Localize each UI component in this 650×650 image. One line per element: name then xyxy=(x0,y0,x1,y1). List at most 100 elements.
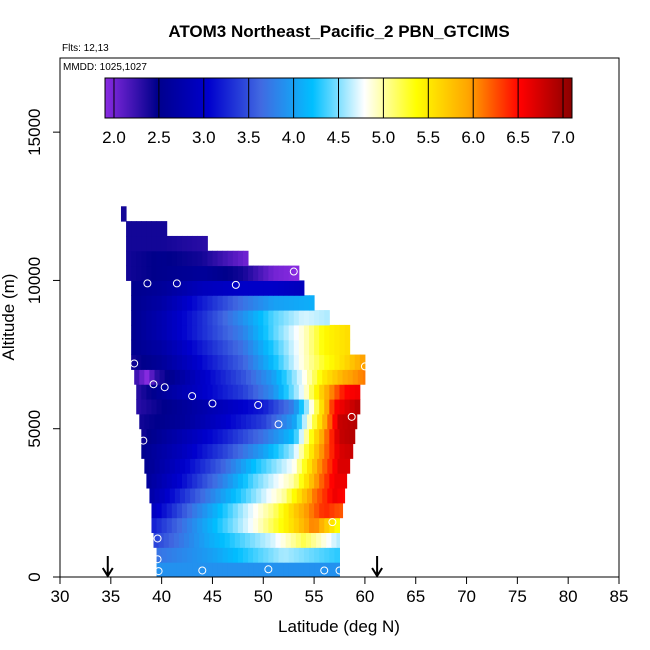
heatmap-cell xyxy=(291,369,298,385)
heatmap-cell xyxy=(237,295,244,311)
heatmap-cell xyxy=(176,517,183,534)
heatmap-cell xyxy=(309,473,315,489)
heatmap-cell xyxy=(329,502,335,519)
heatmap-cell xyxy=(324,473,330,489)
heatmap-cell xyxy=(303,443,310,459)
heatmap-cell xyxy=(141,354,147,370)
heatmap-cell xyxy=(154,413,161,430)
heatmap-cell xyxy=(321,532,327,548)
heatmap-cell xyxy=(273,547,280,563)
heatmap-cell xyxy=(222,562,229,577)
heatmap-cell xyxy=(227,280,234,296)
heatmap-cell xyxy=(347,413,354,430)
heatmap-cell xyxy=(131,295,137,311)
heatmap-cell xyxy=(288,443,295,459)
dates-label: MMDD: 1025,1027 xyxy=(63,62,147,73)
heatmap-cell xyxy=(222,399,229,415)
heatmap-cell xyxy=(181,310,188,326)
down-arrow-icon xyxy=(101,556,114,578)
heatmap-cell xyxy=(171,517,178,534)
heatmap-cell xyxy=(156,354,163,370)
heatmap-cell xyxy=(139,413,145,430)
heatmap-cell xyxy=(285,532,292,548)
heatmap-cell xyxy=(298,280,305,296)
heatmap-cell xyxy=(146,265,152,281)
heatmap-cell xyxy=(248,354,254,370)
heatmap-cell xyxy=(344,384,351,400)
heatmap-cell xyxy=(256,488,262,504)
heatmap-cell xyxy=(278,502,285,519)
heatmap-cell xyxy=(276,369,283,385)
colorbar-tick-label: 6.5 xyxy=(506,128,530,147)
heatmap-cell xyxy=(146,324,152,341)
heatmap-cell xyxy=(237,265,244,281)
heatmap-cell xyxy=(237,339,244,356)
heatmap-cell xyxy=(242,399,249,415)
heatmap-cell xyxy=(293,339,300,356)
heatmap-cell xyxy=(237,428,244,445)
heatmap-cell xyxy=(222,428,229,445)
heatmap-cell xyxy=(293,295,300,311)
heatmap-cell xyxy=(239,532,246,548)
heatmap-cell xyxy=(319,324,325,341)
heatmap-cell xyxy=(283,443,290,459)
heatmap-cell xyxy=(258,295,264,311)
heatmap-cell xyxy=(283,562,290,577)
heatmap-cell xyxy=(161,295,168,311)
heatmap-cell xyxy=(202,502,208,519)
heatmap-cell xyxy=(181,502,188,519)
heatmap-cell xyxy=(306,369,313,385)
heatmap-cell xyxy=(161,324,168,341)
heatmap-cell xyxy=(268,562,274,577)
heatmap-cell xyxy=(232,502,239,519)
heatmap-cell xyxy=(319,310,325,326)
heatmap-cell xyxy=(181,339,188,356)
heatmap-cell xyxy=(261,458,267,474)
heatmap-cell xyxy=(181,295,188,311)
heatmap-cell xyxy=(283,399,290,415)
heatmap-cell xyxy=(166,399,173,415)
heatmap-cell xyxy=(337,413,344,430)
sample-point xyxy=(153,534,162,543)
heatmap-cell xyxy=(126,250,132,267)
heatmap-cell xyxy=(183,532,190,548)
heatmap-cell xyxy=(276,458,283,474)
heatmap-cell xyxy=(242,517,249,534)
heatmap-cell xyxy=(192,324,198,341)
heatmap-cell xyxy=(283,339,290,356)
heatmap-cell xyxy=(171,280,178,296)
heatmap-cell xyxy=(245,413,252,430)
heatmap-cell xyxy=(134,369,140,385)
heatmap-cell xyxy=(334,562,340,577)
sample-points-layer xyxy=(130,267,369,576)
heatmap-cell xyxy=(248,399,254,415)
heatmap-cell xyxy=(359,354,366,370)
heatmap-cell xyxy=(322,369,328,385)
colorbar-tick-label: 4.5 xyxy=(327,128,351,147)
heatmap-cell xyxy=(255,532,261,548)
heatmap-cell xyxy=(227,339,234,356)
heatmap-cell xyxy=(280,532,287,548)
heatmap-cell xyxy=(179,369,186,385)
heatmap-cell xyxy=(136,235,142,252)
heatmap-cell xyxy=(278,295,285,311)
heatmap-cell xyxy=(349,443,354,459)
heatmap-cell xyxy=(283,295,290,311)
heatmap-cell xyxy=(242,280,249,296)
x-tick-label: 60 xyxy=(355,587,374,606)
heatmap-cell xyxy=(298,473,305,489)
heatmap-cell xyxy=(171,384,178,400)
heatmap-cell xyxy=(217,399,224,415)
heatmap-cell xyxy=(161,547,168,563)
heatmap-cell xyxy=(176,443,183,459)
heatmap-cell xyxy=(263,339,269,356)
heatmap-cell xyxy=(192,502,198,519)
heatmap-cell xyxy=(136,295,142,311)
heatmap-cell xyxy=(248,502,254,519)
heatmap-cell xyxy=(176,547,183,563)
heatmap-cell xyxy=(334,324,340,341)
heatmap-cell xyxy=(146,221,152,237)
heatmap-cell xyxy=(222,384,229,400)
heatmap-cell xyxy=(197,310,203,326)
heatmap-cell xyxy=(317,488,323,504)
